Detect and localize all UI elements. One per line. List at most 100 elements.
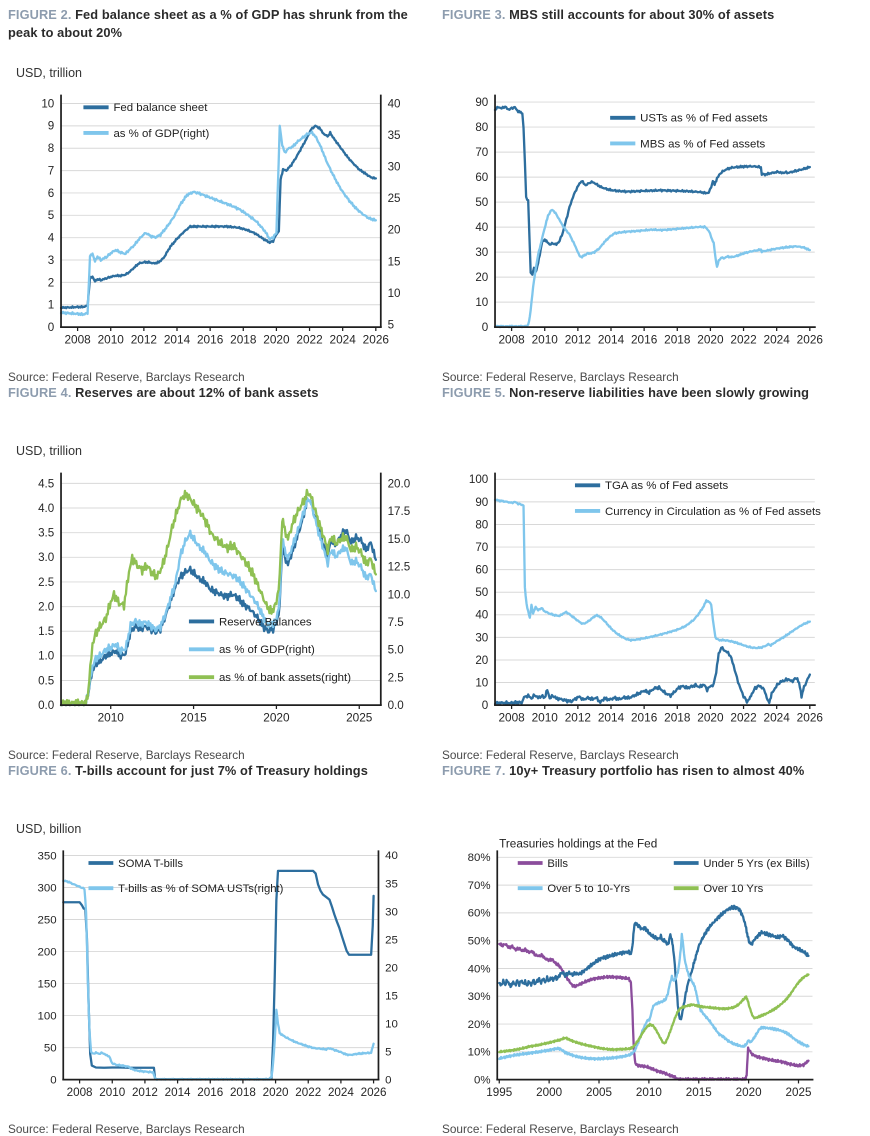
svg-text:2022: 2022: [730, 333, 756, 347]
svg-text:8: 8: [48, 142, 54, 155]
figure-5-panel: FIGURE 5. Non-reserve liabilities have b…: [442, 384, 862, 762]
svg-text:30: 30: [388, 160, 401, 173]
svg-text:0: 0: [482, 321, 488, 334]
svg-text:2026: 2026: [361, 1086, 387, 1099]
figure-title-text: Fed balance sheet as a % of GDP has shru…: [8, 7, 408, 40]
svg-text:0: 0: [50, 1074, 56, 1086]
svg-text:80: 80: [475, 121, 488, 134]
svg-text:30: 30: [475, 246, 488, 259]
svg-text:20: 20: [388, 224, 401, 237]
svg-text:40: 40: [388, 97, 401, 110]
svg-text:100: 100: [37, 1010, 56, 1022]
svg-text:20.0: 20.0: [388, 478, 411, 491]
svg-text:10: 10: [475, 676, 488, 689]
svg-text:2022: 2022: [296, 333, 322, 347]
svg-text:2020: 2020: [263, 333, 290, 347]
svg-text:SOMA T-bills: SOMA T-bills: [118, 858, 183, 870]
svg-text:30%: 30%: [468, 991, 491, 1003]
figure-3-panel: FIGURE 3. MBS still accounts for about 3…: [442, 6, 862, 384]
svg-text:5: 5: [48, 209, 54, 222]
source-note: Source: Federal Reserve, Barclays Resear…: [442, 1122, 679, 1136]
svg-text:1995: 1995: [486, 1086, 512, 1099]
svg-text:2018: 2018: [664, 333, 691, 347]
figure-title-text: 10y+ Treasury portfolio has risen to alm…: [509, 763, 805, 778]
source-note: Source: Federal Reserve, Barclays Resear…: [8, 1122, 245, 1136]
figure-label: FIGURE 7.: [442, 763, 506, 778]
svg-text:USTs as % of Fed assets: USTs as % of Fed assets: [640, 113, 768, 125]
svg-text:2024: 2024: [764, 711, 791, 725]
figure-title-text: Reserves are about 12% of bank assets: [75, 385, 319, 400]
svg-text:80%: 80%: [468, 852, 491, 864]
svg-text:2015: 2015: [180, 711, 207, 725]
svg-text:as % of bank assets(right): as % of bank assets(right): [219, 672, 351, 684]
svg-text:2016: 2016: [197, 333, 224, 347]
svg-text:2016: 2016: [631, 333, 658, 347]
svg-text:25: 25: [388, 192, 401, 205]
svg-text:2016: 2016: [631, 711, 658, 725]
figure-title-text: T-bills account for just 7% of Treasury …: [75, 763, 368, 778]
svg-text:70: 70: [475, 146, 488, 159]
axis-unit-label: USD, trillion: [16, 66, 82, 80]
svg-text:40: 40: [475, 221, 488, 234]
svg-text:2010: 2010: [532, 333, 559, 347]
svg-text:30: 30: [385, 906, 398, 918]
svg-text:2008: 2008: [498, 333, 525, 347]
svg-text:2026: 2026: [363, 333, 390, 347]
svg-text:2020: 2020: [697, 711, 724, 725]
svg-text:9: 9: [48, 120, 54, 133]
svg-text:40: 40: [385, 850, 398, 862]
svg-text:10: 10: [475, 296, 488, 309]
svg-text:2: 2: [48, 276, 54, 289]
treasury-maturity-mix-chart: 0% 10% 20% 30% 40% 50% 60% 70% 80% 1995 2000 2005 20…: [468, 838, 814, 1099]
svg-text:Bills: Bills: [547, 858, 568, 870]
svg-text:Treasuries holdings at the Fed: Treasuries holdings at the Fed: [499, 838, 657, 851]
figure-label: FIGURE 3.: [442, 7, 506, 22]
svg-text:12.5: 12.5: [388, 561, 411, 574]
svg-text:10: 10: [385, 1018, 398, 1030]
svg-text:15: 15: [388, 255, 401, 268]
svg-text:3.0: 3.0: [38, 551, 54, 564]
svg-text:200: 200: [37, 946, 56, 958]
figure-title: FIGURE 4. Reserves are about 12% of bank…: [8, 384, 428, 402]
svg-text:35: 35: [388, 129, 401, 142]
svg-text:10%: 10%: [468, 1047, 491, 1059]
svg-text:TGA as % of Fed assets: TGA as % of Fed assets: [605, 480, 728, 492]
svg-text:Reserve Balances: Reserve Balances: [219, 616, 312, 628]
svg-text:2020: 2020: [697, 333, 724, 347]
svg-text:60: 60: [475, 171, 488, 184]
svg-text:2.5: 2.5: [38, 576, 54, 589]
svg-text:40: 40: [475, 609, 488, 622]
svg-text:10: 10: [388, 287, 401, 300]
figure-title-text: MBS still accounts for about 30% of asse…: [509, 7, 775, 22]
svg-text:15: 15: [385, 990, 398, 1002]
figure-title: FIGURE 6. T-bills account for just 7% of…: [8, 762, 428, 780]
svg-text:50%: 50%: [468, 936, 491, 948]
svg-text:0: 0: [48, 321, 54, 334]
svg-text:2020: 2020: [263, 1086, 289, 1099]
fed-balance-sheet-chart: 0 1 2 3 4 5 6 7 8 9 10 5 10 15 20 25 30 35 40 2008 2010 2012 2…: [41, 94, 401, 347]
svg-text:70%: 70%: [468, 880, 491, 892]
figure-4-header: FIGURE 4. Reserves are about 12% of bank…: [8, 384, 428, 438]
svg-text:80: 80: [475, 518, 488, 531]
svg-text:6: 6: [48, 187, 54, 200]
svg-text:60: 60: [475, 564, 488, 577]
source-note: Source: Federal Reserve, Barclays Resear…: [442, 748, 679, 762]
non-reserve-liabilities-chart: 0 10 20 30 40 50 60 70 80 90 100 2008 2010 2012 2014 20…: [469, 472, 823, 725]
svg-text:0: 0: [385, 1074, 391, 1086]
svg-text:2018: 2018: [230, 1086, 256, 1099]
figure-title-text: Non-reserve liabilities have been slowly…: [509, 385, 810, 400]
svg-text:T-bills as % of SOMA USTs(righ: T-bills as % of SOMA USTs(right): [118, 883, 284, 895]
svg-text:2008: 2008: [498, 711, 525, 725]
svg-text:4: 4: [48, 232, 55, 245]
svg-text:0.5: 0.5: [38, 674, 54, 687]
axis-unit-label: [450, 822, 862, 837]
svg-text:20%: 20%: [468, 1019, 491, 1031]
svg-text:25: 25: [385, 934, 398, 946]
svg-text:2025: 2025: [346, 711, 373, 725]
svg-text:2022: 2022: [295, 1086, 321, 1099]
figure-6-header: FIGURE 6. T-bills account for just 7% of…: [8, 762, 428, 816]
soma-tbills-chart: 0 50 100 150 200 250 300 350 0 5 10 15 20 25 30 35 40 200…: [37, 850, 398, 1099]
svg-text:30: 30: [475, 631, 488, 644]
reserve-balances-chart: 0.0 0.5 1.0 1.5 2.0 2.5 3.0 3.5 4.0 4.5 0.0 2.5 5.0 7…: [38, 472, 411, 725]
